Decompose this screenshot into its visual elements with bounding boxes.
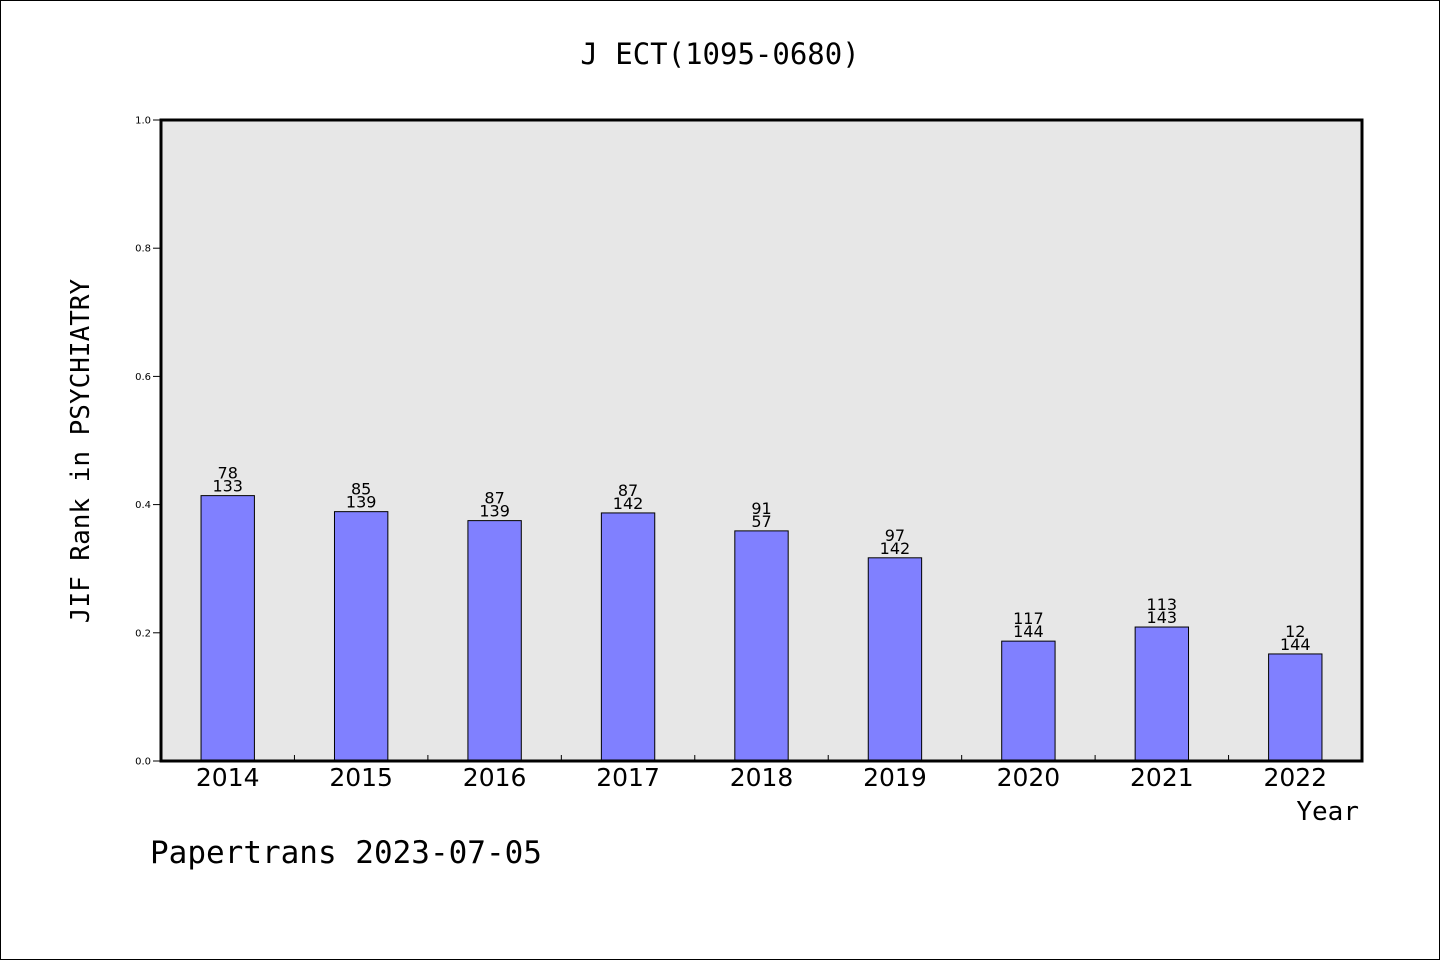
footer-credit: Papertrans 2023-07-05 <box>150 835 542 871</box>
bar-label-total: 142 <box>613 494 644 513</box>
x-tick-label: 2016 <box>463 763 527 792</box>
bar-label-total: 133 <box>212 477 243 496</box>
bar <box>600 512 656 762</box>
bar <box>333 511 389 762</box>
bar-label-rank: 87 <box>618 481 638 500</box>
x-tick-label: 2022 <box>1263 763 1327 792</box>
bar <box>734 530 789 762</box>
bar <box>1001 640 1056 762</box>
bar-label-total: 142 <box>880 539 911 558</box>
y-tick-label: 0.8 <box>135 244 151 255</box>
bar-label-rank: 85 <box>351 480 371 499</box>
bar <box>467 520 522 762</box>
x-tick-label: 2018 <box>730 763 794 792</box>
bar-label-rank: 91 <box>751 499 771 518</box>
bar-label-total: 139 <box>479 502 510 521</box>
bar-label-rank: 117 <box>1013 609 1044 628</box>
bar-label-rank: 97 <box>885 526 905 545</box>
bar-label-total: 57 <box>751 512 771 531</box>
y-tick-label: 0.0 <box>135 757 151 768</box>
bar-label-rank: 87 <box>484 489 504 508</box>
bar <box>867 557 923 762</box>
x-tick-label: 2015 <box>329 763 393 792</box>
bar <box>200 495 255 762</box>
x-tick-label: 2014 <box>196 763 260 792</box>
y-tick-label: 0.4 <box>135 500 151 511</box>
y-tick-label: 0.6 <box>135 372 151 383</box>
x-tick-label: 2020 <box>997 763 1061 792</box>
chart-title: J ECT(1095-0680) <box>580 37 860 71</box>
bar <box>1134 626 1190 762</box>
bar-label-total: 144 <box>1013 622 1044 641</box>
x-tick-label: 2017 <box>596 763 660 792</box>
x-axis-label: Year <box>1296 797 1359 827</box>
y-axis-label: JIF Rank in PSYCHIATRY <box>66 278 96 624</box>
bar-label-total: 143 <box>1147 608 1178 627</box>
y-tick-label: 0.2 <box>135 628 151 639</box>
bar-label-rank: 12 <box>1285 622 1305 641</box>
y-tick-label: 1.0 <box>135 116 151 127</box>
x-tick-label: 2019 <box>863 763 927 792</box>
bar-label-rank: 78 <box>218 464 238 483</box>
bar <box>1268 653 1323 762</box>
bar-label-total: 144 <box>1280 635 1311 654</box>
bar-label-rank: 113 <box>1147 595 1178 614</box>
bar-label-total: 139 <box>346 493 377 512</box>
plot-border <box>159 118 1364 763</box>
x-tick-label: 2021 <box>1130 763 1194 792</box>
